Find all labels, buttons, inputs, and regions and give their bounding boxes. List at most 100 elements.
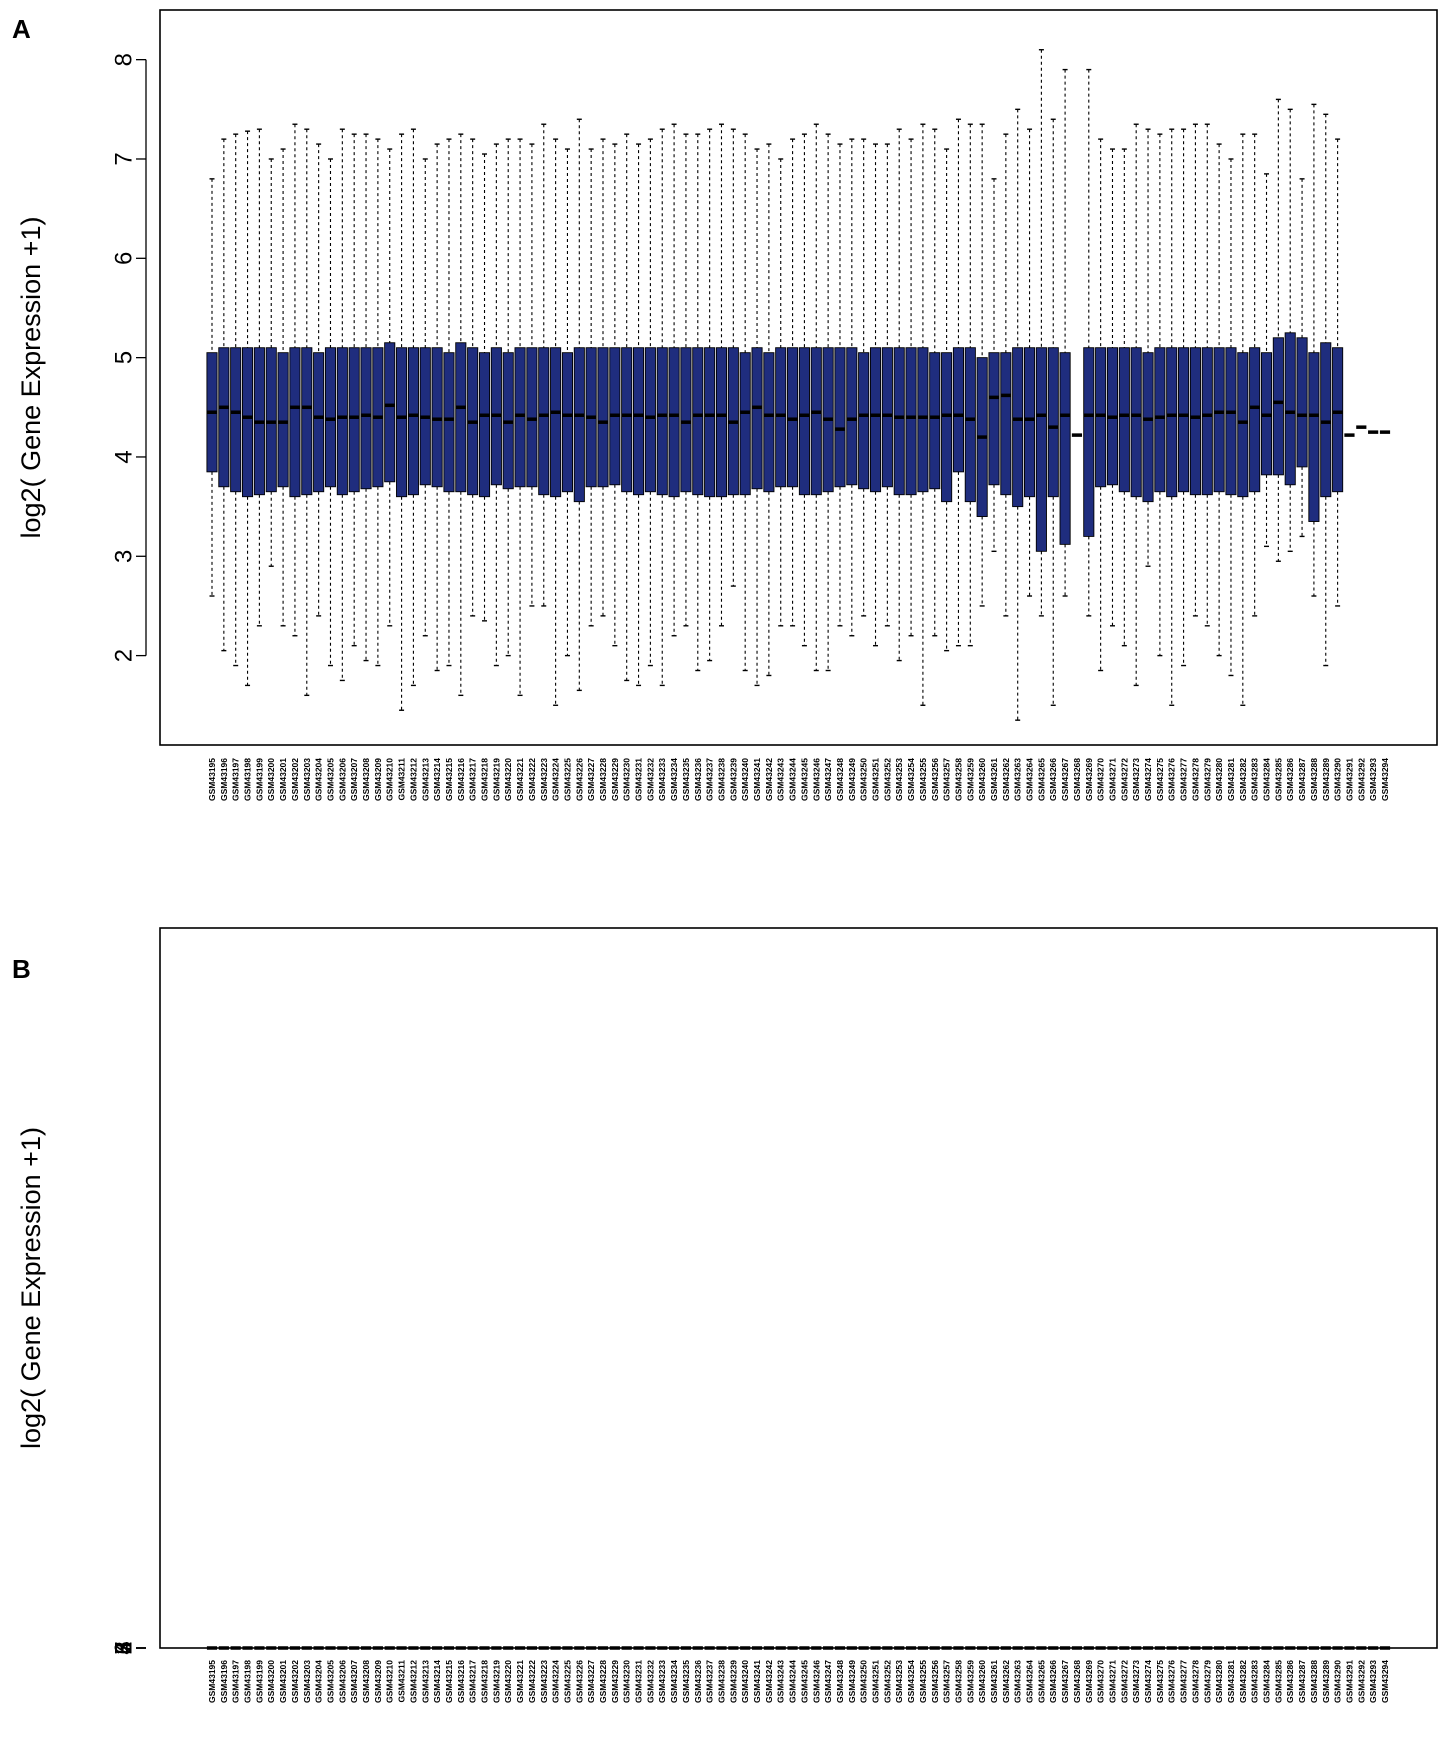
box-body	[787, 347, 799, 488]
box: GSM43292	[1356, 425, 1367, 801]
box-body	[929, 352, 941, 490]
box: GSM43199	[253, 128, 265, 801]
box: GSM43223	[538, 1646, 549, 1703]
box: GSM43273	[1131, 1646, 1142, 1703]
box: GSM43289	[1320, 1646, 1331, 1703]
x-tick-label: GSM43253	[894, 1660, 904, 1703]
box-body	[324, 347, 337, 488]
x-tick-label: GSM43196	[219, 1660, 229, 1703]
box: GSM43220	[503, 1646, 514, 1703]
box: GSM43198	[242, 130, 254, 801]
x-tick-label: GSM43198	[243, 1660, 253, 1703]
x-tick-label: GSM43284	[1262, 758, 1272, 801]
x-tick-label: GSM43265	[1036, 1660, 1046, 1703]
x-tick-label: GSM43263	[1013, 1660, 1023, 1703]
box: GSM43243	[775, 1646, 786, 1703]
box: GSM43245	[798, 133, 810, 801]
box: GSM43290	[1332, 1646, 1343, 1703]
x-tick-label: GSM43222	[527, 758, 537, 801]
box-body	[988, 352, 1000, 486]
x-tick-label: GSM43255	[918, 758, 928, 801]
box: GSM43246	[811, 1646, 822, 1703]
box-body	[526, 347, 538, 488]
box: GSM43277	[1178, 1646, 1189, 1703]
x-tick-label: GSM43266	[1048, 758, 1058, 801]
x-tick-label: GSM43206	[337, 758, 347, 801]
box: GSM43197	[230, 1646, 241, 1703]
box: GSM43250	[858, 1646, 869, 1703]
x-tick-label: GSM43267	[1060, 758, 1070, 801]
box: GSM43277	[1178, 128, 1190, 801]
box: GSM43287	[1296, 1646, 1308, 1703]
box: GSM43209	[372, 138, 384, 801]
x-tick-label: GSM43266	[1048, 1660, 1058, 1703]
x-tick-label: GSM43255	[918, 1660, 928, 1703]
box-body	[550, 347, 562, 498]
x-tick-label: GSM43274	[1143, 1660, 1153, 1703]
x-tick-label: GSM43283	[1250, 758, 1260, 801]
box-body	[810, 347, 822, 496]
box: GSM43265	[1035, 49, 1047, 801]
x-tick-label: GSM43195	[207, 1660, 217, 1703]
x-tick-label: GSM43247	[823, 758, 833, 801]
box: GSM43207	[349, 1646, 360, 1703]
box: GSM43254	[905, 1646, 917, 1703]
x-tick-label: GSM43285	[1273, 1660, 1283, 1703]
box: GSM43281	[1225, 1646, 1237, 1703]
box: GSM43263	[1012, 1646, 1023, 1703]
x-tick-label: GSM43276	[1167, 1660, 1177, 1703]
box-body	[313, 352, 325, 493]
box: GSM43240	[739, 133, 751, 801]
x-tick-label: GSM43293	[1368, 758, 1378, 801]
x-tick-label: GSM43288	[1309, 1660, 1319, 1703]
box-body	[1047, 347, 1059, 498]
x-tick-label: GSM43214	[432, 1660, 442, 1703]
box: GSM43294	[1379, 430, 1391, 801]
x-tick-label: GSM43234	[669, 1660, 679, 1703]
box: GSM43248	[834, 1646, 846, 1703]
x-tick-label: GSM43222	[527, 1660, 537, 1703]
box: GSM43263	[1012, 108, 1024, 801]
x-tick-label: GSM43241	[752, 1660, 762, 1703]
box: GSM43237	[704, 128, 716, 801]
box-body	[917, 347, 929, 493]
box: GSM43213	[420, 1646, 431, 1703]
box-body	[798, 347, 810, 496]
box: GSM43273	[1130, 123, 1142, 801]
box: GSM43262	[1000, 133, 1012, 801]
x-tick-label: GSM43195	[207, 758, 217, 801]
x-tick-label: GSM43257	[942, 1660, 952, 1703]
x-tick-label: GSM43237	[705, 758, 715, 801]
x-tick-label: GSM43246	[811, 758, 821, 801]
box: GSM43215	[443, 1646, 455, 1703]
x-tick-label: GSM43201	[278, 1660, 288, 1703]
x-tick-label: GSM43219	[491, 1660, 501, 1703]
box: GSM43218	[478, 153, 491, 801]
x-tick-label: GSM43269	[1084, 758, 1094, 801]
x-tick-label: GSM43217	[468, 758, 478, 801]
box: GSM43224	[550, 1646, 561, 1703]
x-tick-label: GSM43229	[610, 758, 620, 801]
box: GSM43270	[1095, 138, 1107, 801]
box: GSM43288	[1308, 103, 1320, 801]
y-axis-label: log2( Gene Expression +1)	[16, 217, 46, 539]
box-body	[1332, 347, 1344, 493]
x-tick-label: GSM43251	[871, 758, 881, 801]
x-tick-label: GSM43231	[634, 758, 644, 801]
x-tick-label: GSM43273	[1131, 758, 1141, 801]
box: GSM43210	[384, 148, 396, 801]
box-body	[739, 352, 751, 496]
plot-frame	[159, 9, 1438, 746]
x-tick-label: GSM43262	[1001, 758, 1011, 801]
box: GSM43208	[360, 1646, 372, 1703]
box-body	[964, 347, 976, 503]
x-tick-label: GSM43198	[243, 758, 253, 801]
box-body	[704, 347, 716, 498]
x-tick-label: GSM43257	[942, 758, 952, 801]
box: GSM43232	[645, 1646, 656, 1703]
box: GSM43239	[727, 128, 739, 801]
box: GSM43235	[680, 133, 692, 801]
x-tick-label: GSM43291	[1344, 1660, 1354, 1703]
box: GSM43269	[1083, 68, 1095, 801]
